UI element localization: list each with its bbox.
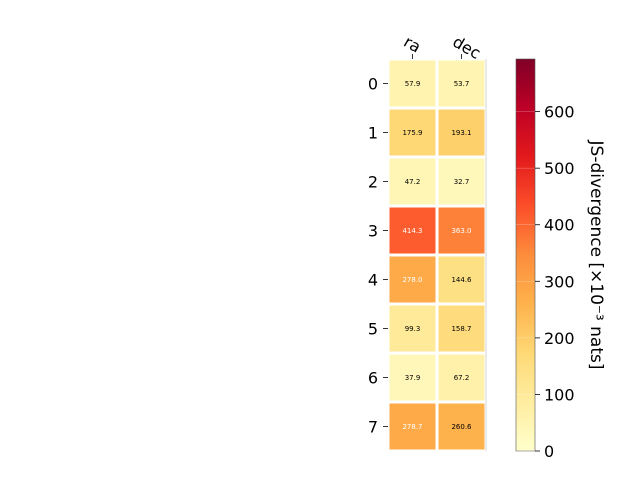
- column-label-ra: ra: [401, 32, 425, 57]
- heatmap-cell-3-dec: [438, 207, 485, 254]
- row-label-0: 0: [368, 75, 378, 94]
- row-label-3: 3: [368, 222, 378, 241]
- heatmap-cell-1-dec: [438, 109, 485, 156]
- heatmap-cell-6-dec: [438, 354, 485, 401]
- cell-value-label: 144.6: [451, 276, 472, 284]
- cell-value-label: 193.1: [451, 129, 471, 137]
- heatmap-cell-5-dec: [438, 305, 485, 352]
- heatmap-cell-7-dec: [438, 403, 485, 450]
- colorbar-tick-label: 100: [544, 385, 575, 404]
- heatmap-cell-3-ra: [389, 207, 436, 254]
- cell-value-label: 53.7: [454, 80, 470, 88]
- heatmap-cell-4-ra: [389, 256, 436, 303]
- column-label-dec: dec: [450, 32, 484, 63]
- cell-value-label: 414.3: [402, 227, 422, 235]
- colorbar-label: JS-divergence [×10⁻³ nats]: [586, 140, 606, 370]
- heatmap-cell-0-dec: [438, 60, 485, 107]
- cell-value-label: 278.7: [402, 423, 422, 431]
- colorbar-tick-label: 0: [544, 442, 554, 461]
- cell-value-label: 67.2: [454, 374, 470, 382]
- cell-value-label: 158.7: [451, 325, 471, 333]
- cell-value-label: 278.0: [402, 276, 422, 284]
- colorbar-tick-label: 600: [544, 103, 575, 122]
- heatmap-cell-7-ra: [389, 403, 436, 450]
- heatmap-cell-5-ra: [389, 305, 436, 352]
- row-label-6: 6: [368, 369, 378, 388]
- heatmap-cell-2-dec: [438, 158, 485, 205]
- cell-value-label: 37.9: [405, 374, 421, 382]
- row-label-1: 1: [368, 124, 378, 143]
- heatmap-cell-1-ra: [389, 109, 436, 156]
- colorbar-tick-label: 300: [544, 272, 575, 291]
- cell-value-label: 363.0: [451, 227, 471, 235]
- cell-value-label: 57.9: [405, 80, 421, 88]
- row-label-2: 2: [368, 173, 378, 192]
- colorbar-fill: [515, 58, 536, 452]
- row-label-5: 5: [368, 320, 378, 339]
- heatmap-cell-2-ra: [389, 158, 436, 205]
- cell-value-label: 32.7: [454, 178, 470, 186]
- cell-value-label: 47.2: [405, 178, 421, 186]
- heatmap-cells: 57.9 53.7 175.9 193.1 47.2 32.7 414.3 363.0 278.…: [389, 60, 485, 450]
- heatmap-cell-0-ra: [389, 60, 436, 107]
- row-label-7: 7: [368, 418, 378, 437]
- colorbar-tick-label: 500: [544, 159, 575, 178]
- cell-value-label: 260.6: [451, 423, 472, 431]
- heatmap-cell-4-dec: [438, 256, 485, 303]
- cell-value-label: 175.9: [402, 129, 422, 137]
- heatmap-cell-6-ra: [389, 354, 436, 401]
- colorbar-tick-label: 200: [544, 329, 575, 348]
- colorbar: JS-divergence [×10⁻³ nats] 0 100 200 300 400…: [515, 58, 606, 461]
- cell-value-label: 99.3: [405, 325, 421, 333]
- colorbar-tick-label: 400: [544, 216, 575, 235]
- row-label-4: 4: [368, 271, 378, 290]
